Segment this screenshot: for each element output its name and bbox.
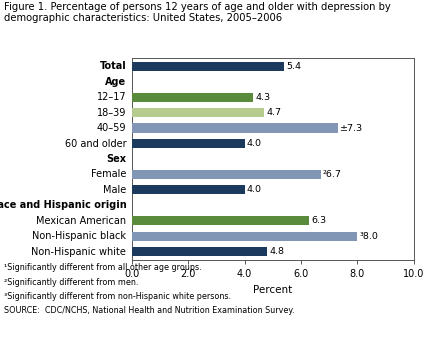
Text: 4.0: 4.0	[247, 139, 262, 148]
Text: Sex: Sex	[106, 154, 126, 164]
Bar	[132, 62, 284, 71]
Text: SOURCE:  CDC/NCHS, National Health and Nutrition Examination Survey.: SOURCE: CDC/NCHS, National Health and Nu…	[4, 306, 295, 315]
Bar	[132, 216, 309, 225]
Text: 60 and older: 60 and older	[65, 138, 126, 149]
Text: Age: Age	[105, 77, 126, 87]
Bar	[132, 232, 357, 241]
Bar	[132, 185, 245, 194]
Text: Figure 1. Percentage of persons 12 years of age and older with depression by
dem: Figure 1. Percentage of persons 12 years…	[4, 2, 391, 23]
Bar	[132, 108, 264, 117]
Bar	[132, 170, 321, 179]
Bar	[132, 139, 245, 148]
Text: Non-Hispanic black: Non-Hispanic black	[33, 231, 126, 241]
Bar	[132, 123, 337, 133]
Text: Total: Total	[99, 61, 126, 71]
Text: 4.8: 4.8	[269, 247, 284, 256]
Text: ³Significantly different from non-Hispanic white persons.: ³Significantly different from non-Hispan…	[4, 292, 231, 301]
Text: 4.3: 4.3	[255, 93, 271, 102]
Text: ¹Significantly different from all other age groups.: ¹Significantly different from all other …	[4, 264, 202, 272]
Text: ²6.7: ²6.7	[323, 170, 342, 179]
Text: Race and Hispanic origin: Race and Hispanic origin	[0, 200, 126, 210]
Text: 4.7: 4.7	[267, 108, 282, 117]
X-axis label: Percent: Percent	[253, 285, 293, 295]
Text: 40–59: 40–59	[97, 123, 126, 133]
Text: Mexican American: Mexican American	[36, 216, 126, 226]
Bar	[132, 92, 253, 102]
Text: 18–39: 18–39	[97, 108, 126, 118]
Text: 12–17: 12–17	[97, 92, 126, 102]
Text: 5.4: 5.4	[286, 62, 301, 71]
Text: Female: Female	[91, 169, 126, 180]
Text: 4.0: 4.0	[247, 185, 262, 194]
Text: ±7.3: ±7.3	[340, 123, 363, 133]
Text: ³8.0: ³8.0	[359, 232, 378, 241]
Text: 6.3: 6.3	[312, 216, 327, 225]
Text: Non-Hispanic white: Non-Hispanic white	[32, 246, 126, 257]
Text: Male: Male	[103, 185, 126, 195]
Bar	[132, 247, 267, 256]
Text: ²Significantly different from men.: ²Significantly different from men.	[4, 278, 139, 287]
